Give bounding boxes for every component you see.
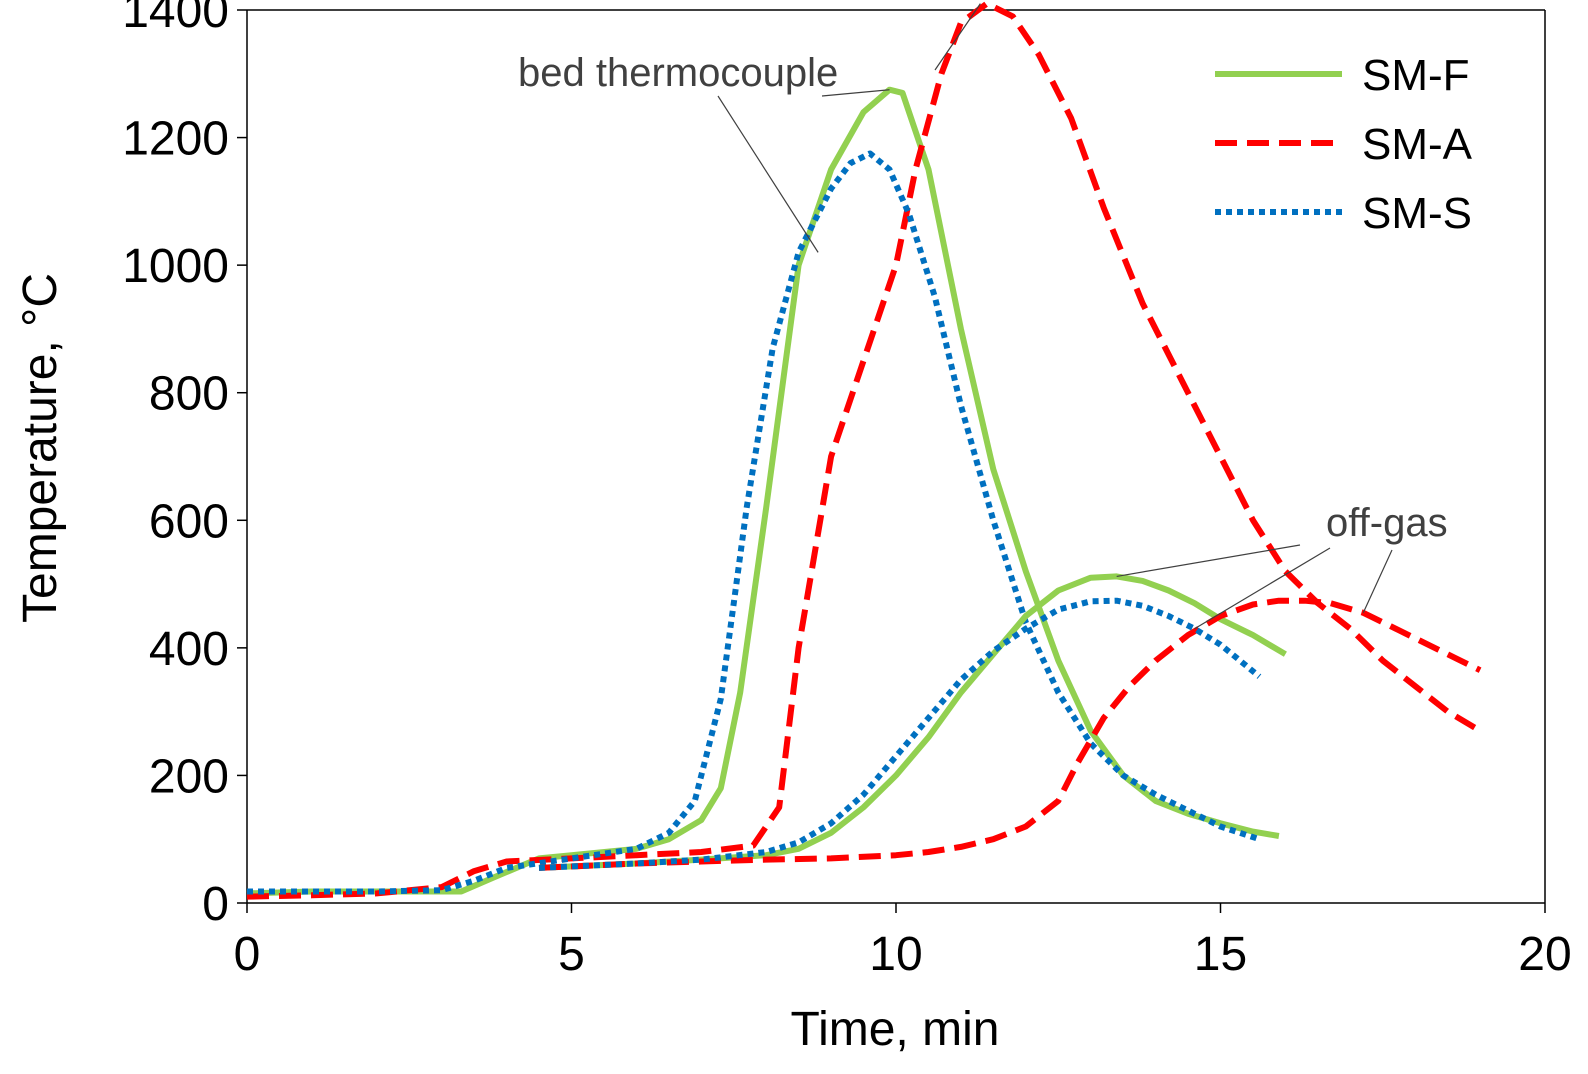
leader-bed-sm-f [821, 89, 890, 97]
series-sm-s-bed-thermocouple [247, 150, 1261, 895]
y-tick-label: 0 [202, 878, 229, 931]
plot-frame [246, 9, 1546, 904]
leader-bed-sm-a [934, 3, 981, 71]
annotation-bed-thermocouple: bed thermocouple [518, 51, 838, 95]
series-layer [246, 0, 1482, 900]
y-tick-label: 200 [149, 750, 229, 803]
legend: SM-F SM-A SM-S [1215, 51, 1473, 238]
annotation-layer: bed thermocouple off-gas [518, 3, 1448, 630]
leader-offgas-sm-s [1194, 547, 1331, 630]
legend-label-sm-f: SM-F [1362, 51, 1470, 100]
legend-label-sm-s: SM-S [1362, 189, 1472, 238]
y-tick-label: 1400 [122, 0, 229, 38]
x-axis-title: Time, min [791, 1003, 1000, 1056]
x-tick-label: 0 [234, 928, 261, 981]
annotation-off-gas: off-gas [1326, 501, 1448, 545]
series-sm-a-off-gas [538, 597, 1482, 871]
y-tick-label: 600 [149, 495, 229, 548]
y-tick-label: 800 [149, 368, 229, 421]
legend-label-sm-a: SM-A [1362, 120, 1473, 169]
y-tick-label: 1000 [122, 240, 229, 293]
y-tick-label: 400 [149, 623, 229, 676]
y-axis-title: Temperature, °C [14, 273, 67, 623]
leader-offgas-sm-f [1116, 544, 1301, 578]
series-sm-a-bed-thermocouple [246, 0, 1482, 900]
x-tick-label: 20 [1518, 928, 1571, 981]
leader-bed-sm-s [717, 95, 819, 253]
x-tick-label: 15 [1194, 928, 1247, 981]
y-tick-label: 1200 [122, 113, 229, 166]
axis-ticks: 0 200 400 600 800 1000 1200 1400 0 5 10 15 20 [122, 0, 1571, 981]
series-sm-s-off-gas [538, 597, 1262, 871]
series-sm-f-off-gas [538, 573, 1287, 871]
x-tick-label: 10 [869, 928, 922, 981]
x-tick-label: 5 [558, 928, 585, 981]
leader-offgas-sm-a [1362, 549, 1393, 614]
